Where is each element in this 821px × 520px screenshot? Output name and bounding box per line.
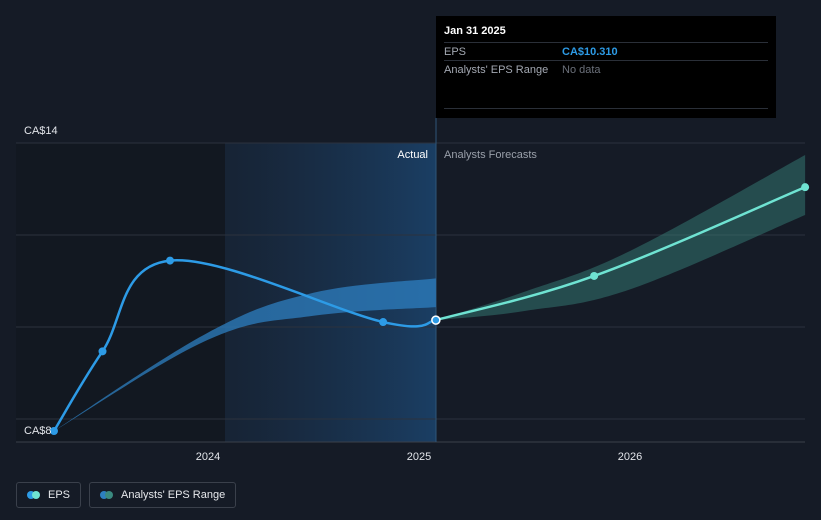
eps-forecast-point[interactable] bbox=[590, 271, 599, 280]
legend-dot bbox=[32, 491, 40, 499]
tooltip-range-value: No data bbox=[562, 63, 601, 76]
eps-point[interactable] bbox=[379, 318, 388, 327]
forecast-label: Analysts Forecasts bbox=[444, 149, 537, 161]
legend-label-eps-range: Analysts' EPS Range bbox=[121, 489, 226, 501]
past-region bbox=[16, 143, 225, 442]
tooltip-range-key: Analysts' EPS Range bbox=[444, 63, 549, 76]
y-axis-top-label: CA$14 bbox=[24, 125, 58, 137]
tooltip-date: Jan 31 2025 bbox=[444, 25, 506, 37]
legend-item-eps-range[interactable]: Analysts' EPS Range bbox=[89, 482, 237, 508]
legend-dot bbox=[105, 491, 114, 499]
tooltip-eps-key: EPS bbox=[444, 45, 467, 58]
eps-point[interactable] bbox=[166, 256, 175, 265]
eps-legend-icon bbox=[27, 491, 40, 499]
legend-dot bbox=[27, 491, 35, 499]
x-tick-2024: 2024 bbox=[196, 451, 220, 463]
eps-point[interactable] bbox=[431, 315, 441, 325]
tooltip-row-range: Analysts' EPS Range No data bbox=[444, 60, 768, 78]
eps-point[interactable] bbox=[49, 427, 58, 435]
tooltip: Jan 31 2025 EPS CA$10.310 Analysts' EPS … bbox=[436, 16, 776, 118]
eps-range-band-forecast bbox=[435, 155, 806, 321]
actual-label: Actual bbox=[397, 149, 428, 161]
eps-forecast-point[interactable] bbox=[801, 183, 810, 192]
eps-line bbox=[52, 259, 438, 433]
eps-range-band-historical bbox=[53, 278, 436, 431]
tooltip-eps-value: CA$10.310 bbox=[562, 45, 618, 58]
legend-item-eps[interactable]: EPS bbox=[16, 482, 82, 508]
legend: EPS Analysts' EPS Range bbox=[16, 482, 237, 508]
eps-forecast-line bbox=[434, 185, 807, 322]
x-tick-2026: 2026 bbox=[618, 451, 642, 463]
tooltip-divider bbox=[444, 108, 768, 109]
tooltip-row-eps: EPS CA$10.310 bbox=[444, 42, 768, 60]
y-axis-bottom-label: CA$8 bbox=[24, 425, 52, 437]
eps-point[interactable] bbox=[98, 347, 107, 356]
legend-label-eps: EPS bbox=[48, 489, 71, 501]
legend-dot bbox=[100, 491, 109, 499]
x-tick-2025: 2025 bbox=[407, 451, 431, 463]
eps-range-legend-icon bbox=[100, 491, 114, 499]
